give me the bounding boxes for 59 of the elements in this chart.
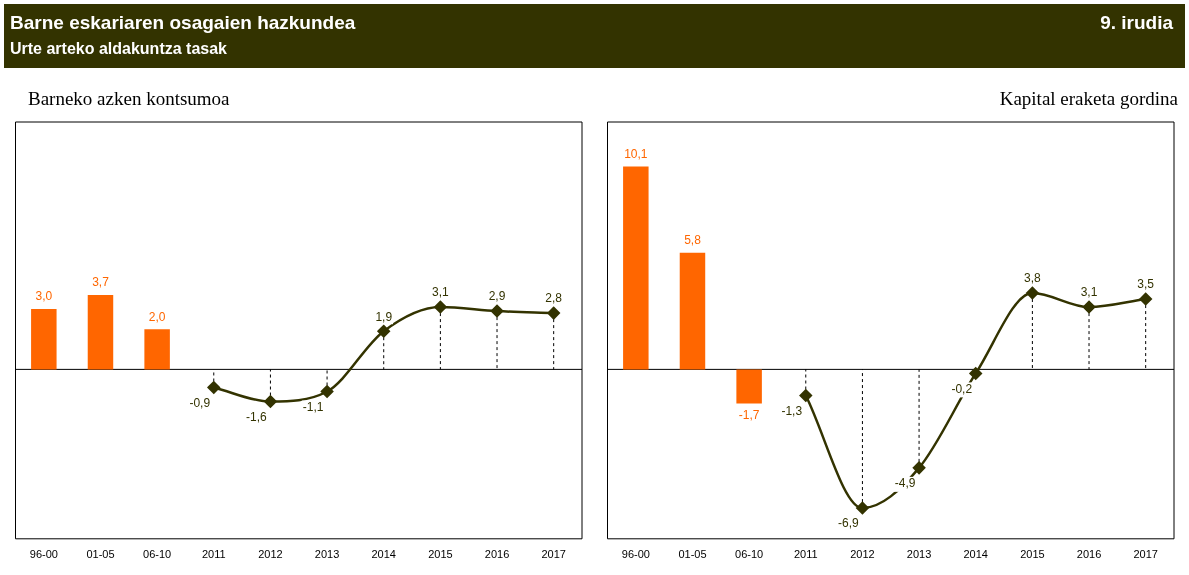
data-label: -4,9: [894, 476, 916, 491]
x-tick-label: 2015: [1020, 548, 1045, 561]
data-label: -0,2: [951, 381, 973, 396]
x-tick-label: 2015: [428, 548, 453, 561]
data-label: 3,1: [432, 285, 450, 300]
chart-title: Kapital eraketa gordina: [998, 87, 1179, 111]
data-label: -1,7: [738, 407, 760, 422]
x-tick-label: 2012: [850, 548, 875, 561]
x-tick-label: 2011: [201, 548, 226, 561]
point: [912, 461, 926, 475]
data-label: -1,1: [302, 399, 324, 414]
data-label: 1,9: [375, 309, 393, 324]
data-label: 5,8: [684, 233, 702, 248]
point: [320, 385, 334, 398]
data-label: -6,9: [838, 516, 860, 531]
point: [799, 389, 813, 402]
x-tick-label: 2013: [314, 548, 340, 561]
data-label: 10,1: [624, 146, 648, 161]
text: Barne eskariaren osagaien hazkundea: [10, 12, 356, 34]
x-tick-label: 06-10: [735, 548, 764, 561]
x-tick-label: 2013: [906, 548, 932, 561]
point: [969, 367, 982, 380]
x-tick-label: 01-05: [678, 548, 707, 561]
point: [1139, 292, 1152, 306]
data-label: 3,5: [1137, 277, 1155, 292]
x-tick-label: 2011: [793, 548, 818, 561]
point: [207, 381, 221, 394]
x-tick-label: 2016: [484, 548, 510, 561]
data-label: 3,0: [35, 289, 53, 304]
point: [547, 306, 560, 320]
x-tick-label: 06-10: [143, 548, 172, 561]
data-label: 3,8: [1024, 271, 1042, 286]
x-tick-label: 01-05: [86, 548, 115, 561]
point: [1026, 286, 1039, 300]
x-tick-label: 96-00: [621, 548, 650, 561]
data-label: 3,1: [1080, 285, 1098, 300]
x-tick-label: 2014: [963, 548, 988, 561]
point: [434, 300, 447, 314]
text: 9. irudia: [1100, 12, 1173, 34]
text: Urte arteko aldakuntza tasak: [10, 40, 227, 58]
point: [1082, 300, 1096, 314]
point: [377, 324, 390, 338]
point: [264, 395, 277, 408]
x-tick-label: 2014: [371, 548, 396, 561]
data-label: -1,6: [246, 409, 268, 424]
x-tick-label: 2017: [541, 548, 566, 561]
data-label: 3,7: [92, 275, 110, 290]
data-label: 2,0: [148, 309, 166, 324]
x-tick-label: 2016: [1076, 548, 1102, 561]
chart-title: Barneko azken kontsumoa: [27, 87, 231, 111]
data-label: -0,9: [189, 395, 211, 410]
point: [490, 304, 504, 318]
x-tick-label: 2017: [1133, 548, 1158, 561]
data-label: 2,8: [545, 291, 563, 306]
point: [856, 501, 869, 515]
x-tick-label: 2012: [258, 548, 283, 561]
x-tick-label: 96-00: [29, 548, 58, 561]
data-label: -1,3: [781, 403, 803, 418]
data-label: 2,9: [488, 289, 506, 304]
